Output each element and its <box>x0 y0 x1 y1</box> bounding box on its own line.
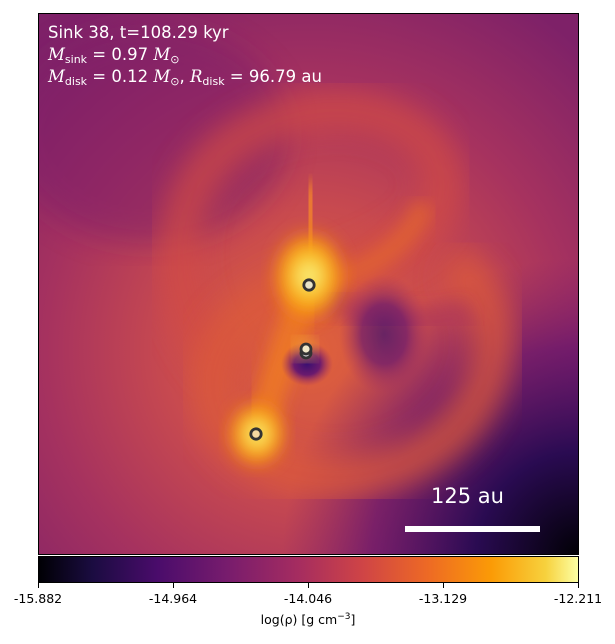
colorbar <box>38 556 579 583</box>
sink-marker <box>249 427 263 441</box>
colorbar-tick-label: -13.129 <box>418 591 468 606</box>
sink-title: Sink 38, t=108.29 kyr <box>48 23 229 42</box>
colorbar-tick <box>38 583 39 588</box>
colorbar-tick-label: -14.046 <box>283 591 333 606</box>
scale-bar-label: 125 au <box>431 484 504 508</box>
colorbar-tick <box>443 583 444 588</box>
density-image <box>39 14 578 554</box>
scale-bar <box>405 526 540 532</box>
colorbar-tick-label: -14.964 <box>148 591 198 606</box>
disk-properties: Mdisk = 0.12 M⊙, Rdisk = 96.79 au <box>48 67 322 88</box>
colorbar-tick <box>173 583 174 588</box>
density-map: Sink 38, t=108.29 kyr Msink = 0.97 M⊙ Md… <box>38 13 579 555</box>
colorbar-tick-label: -12.211 <box>553 591 603 606</box>
sink-marker <box>299 342 313 356</box>
colorbar-tick-label: -15.882 <box>13 591 63 606</box>
sink-marker <box>302 278 316 292</box>
sink-mass: Msink = 0.97 M⊙ <box>48 45 180 66</box>
colorbar-tick <box>578 583 579 588</box>
colorbar-label: log(ρ) [g cm−3] <box>260 612 356 628</box>
colorbar-tick <box>308 583 309 588</box>
